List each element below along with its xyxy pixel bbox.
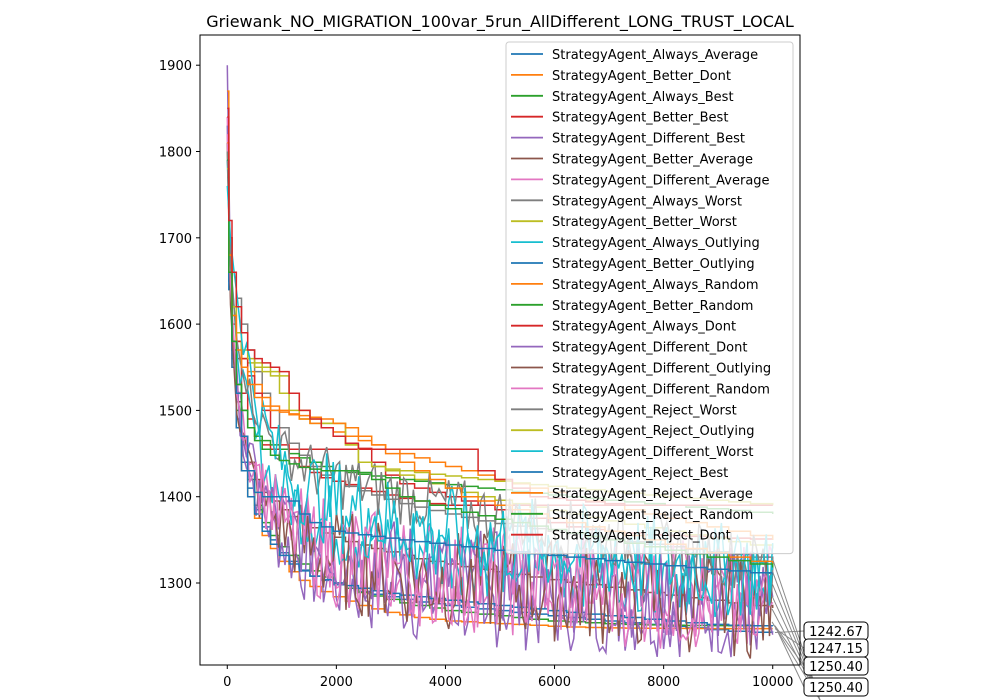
legend: StrategyAgent_Always_Average StrategyAgen… xyxy=(505,41,794,555)
callout-leader xyxy=(774,625,805,667)
x-tick-label: 6000 xyxy=(538,675,571,690)
legend-label: StrategyAgent_Always_Best xyxy=(552,90,734,105)
legend-label: StrategyAgent_Reject_Random xyxy=(552,508,753,523)
callout-box xyxy=(803,656,869,676)
series-line-21 xyxy=(227,159,774,575)
chart-title: Griewank_NO_MIGRATION_100var_5run_AllDif… xyxy=(206,12,794,32)
legend-label: StrategyAgent_Reject_Dont xyxy=(552,529,731,544)
callout-leader xyxy=(774,625,805,688)
legend-label: StrategyAgent_Better_Dont xyxy=(552,69,731,84)
legend-label: StrategyAgent_Always_Outlying xyxy=(552,236,760,251)
x-axis: 0 2000 4000 6000 8000 10000 xyxy=(223,665,793,690)
legend-label: StrategyAgent_Reject_Average xyxy=(552,487,753,502)
series-line-2 xyxy=(227,150,773,630)
legend-label: StrategyAgent_Reject_Outlying xyxy=(552,424,754,439)
callout-value: 1242.67 xyxy=(809,625,863,640)
legend-label: StrategyAgent_Different_Best xyxy=(552,132,745,147)
y-tick-label: 1400 xyxy=(159,491,192,506)
plot-frame xyxy=(199,34,801,666)
callout-box xyxy=(803,677,869,697)
callout-leader xyxy=(771,556,821,700)
legend-label: StrategyAgent_Better_Outlying xyxy=(552,257,755,272)
legend-label: StrategyAgent_Different_Outlying xyxy=(552,362,771,377)
legend-label: StrategyAgent_Reject_Worst xyxy=(552,403,737,418)
y-tick-label: 1700 xyxy=(159,232,192,247)
callout-value: 1247.15 xyxy=(809,642,863,657)
legend-label: StrategyAgent_Different_Average xyxy=(552,173,770,188)
x-tick-label: 8000 xyxy=(647,675,680,690)
series-line-17 xyxy=(226,134,774,649)
x-tick-label: 0 xyxy=(223,675,231,690)
x-tick-label: 10000 xyxy=(752,675,793,690)
y-tick-label: 1500 xyxy=(159,404,192,419)
legend-label: StrategyAgent_Reject_Best xyxy=(552,466,728,481)
callout-value: 1250.40 xyxy=(809,681,863,696)
legend-label: StrategyAgent_Different_Random xyxy=(552,382,770,397)
x-tick-label: 4000 xyxy=(429,675,462,690)
x-tick-label: 2000 xyxy=(320,675,353,690)
y-tick-label: 1600 xyxy=(159,318,192,333)
legend-label: StrategyAgent_Always_Average xyxy=(552,48,758,63)
legend-label: StrategyAgent_Different_Worst xyxy=(552,445,753,460)
y-tick-label: 1300 xyxy=(159,577,192,592)
legend-label: StrategyAgent_Better_Average xyxy=(552,153,753,168)
legend-box xyxy=(505,41,794,555)
legend-label: StrategyAgent_Always_Worst xyxy=(552,194,742,209)
legend-label: StrategyAgent_Better_Worst xyxy=(552,215,737,230)
y-tick-label: 1900 xyxy=(159,59,192,74)
legend-label: StrategyAgent_Different_Dont xyxy=(552,341,747,356)
legend-label: StrategyAgent_Always_Dont xyxy=(552,320,736,335)
value-callouts: 1242.67 1247.15 1250.40 1250.40 xyxy=(803,621,869,697)
series-line-16 xyxy=(226,142,774,659)
legend-label: StrategyAgent_Always_Random xyxy=(552,278,759,293)
y-axis: 1300 1400 1500 1600 1700 1800 1900 xyxy=(159,59,200,592)
legend-label: StrategyAgent_Better_Random xyxy=(552,299,753,314)
legend-label: StrategyAgent_Better_Best xyxy=(552,111,728,126)
series-line-20 xyxy=(226,185,774,616)
y-tick-label: 1800 xyxy=(159,146,192,161)
callout-value: 1250.40 xyxy=(809,660,863,675)
